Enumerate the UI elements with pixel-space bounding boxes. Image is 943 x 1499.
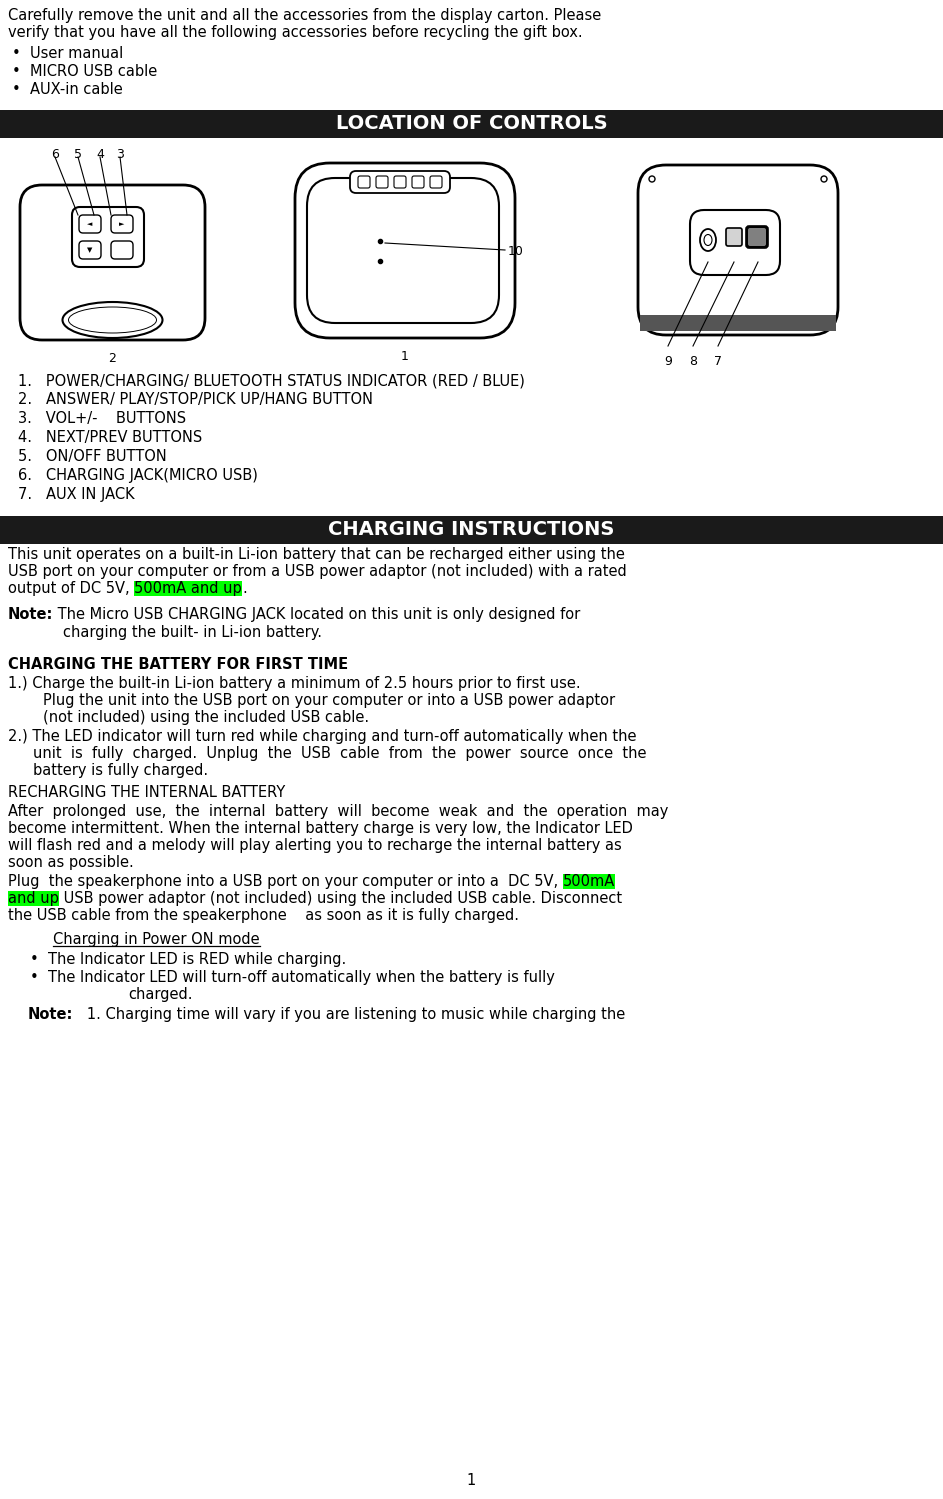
Text: •: • [30, 952, 39, 967]
FancyBboxPatch shape [394, 175, 406, 187]
FancyBboxPatch shape [79, 214, 101, 232]
Text: User manual: User manual [30, 46, 124, 61]
FancyBboxPatch shape [638, 165, 838, 334]
FancyBboxPatch shape [376, 175, 388, 187]
Text: CHARGING INSTRUCTIONS: CHARGING INSTRUCTIONS [328, 520, 615, 540]
Text: •: • [12, 46, 21, 61]
FancyBboxPatch shape [412, 175, 424, 187]
Text: 3: 3 [116, 148, 124, 160]
Text: 500mA: 500mA [563, 874, 615, 889]
Text: 1. Charging time will vary if you are listening to music while charging the: 1. Charging time will vary if you are li… [74, 1007, 625, 1022]
Text: USB power adaptor (not included) using the included USB cable. Disconnect: USB power adaptor (not included) using t… [58, 890, 622, 905]
Text: 6.   CHARGING JACK(MICRO USB): 6. CHARGING JACK(MICRO USB) [18, 468, 257, 483]
Text: 7: 7 [714, 355, 722, 367]
Text: This unit operates on a built-in Li-ion battery that can be recharged either usi: This unit operates on a built-in Li-ion … [8, 547, 625, 562]
FancyBboxPatch shape [690, 210, 780, 274]
Text: charging the built- in Li-ion battery.: charging the built- in Li-ion battery. [63, 625, 322, 640]
FancyBboxPatch shape [746, 226, 768, 247]
FancyBboxPatch shape [358, 175, 370, 187]
Text: ▼: ▼ [88, 247, 92, 253]
Text: verify that you have all the following accessories before recycling the gift box: verify that you have all the following a… [8, 25, 583, 40]
Text: LOCATION OF CONTROLS: LOCATION OF CONTROLS [336, 114, 607, 133]
Text: 2.   ANSWER/ PLAY/STOP/PICK UP/HANG BUTTON: 2. ANSWER/ PLAY/STOP/PICK UP/HANG BUTTON [18, 393, 373, 408]
Text: •: • [30, 970, 39, 985]
Text: 1.   POWER/CHARGING/ BLUETOOTH STATUS INDICATOR (RED / BLUE): 1. POWER/CHARGING/ BLUETOOTH STATUS INDI… [18, 373, 525, 388]
Text: 6: 6 [51, 148, 58, 160]
Text: The Indicator LED will turn-off automatically when the battery is fully: The Indicator LED will turn-off automati… [48, 970, 554, 985]
Text: 10: 10 [508, 244, 524, 258]
Bar [0, 109, 943, 138]
Text: The Indicator LED is RED while charging.: The Indicator LED is RED while charging. [48, 952, 346, 967]
Text: battery is fully charged.: battery is fully charged. [33, 763, 208, 778]
Text: 4.   NEXT/PREV BUTTONS: 4. NEXT/PREV BUTTONS [18, 430, 202, 445]
Text: USB port on your computer or from a USB power adaptor (not included) with a rate: USB port on your computer or from a USB … [8, 564, 627, 579]
FancyBboxPatch shape [307, 178, 499, 322]
FancyBboxPatch shape [79, 241, 101, 259]
FancyBboxPatch shape [430, 175, 442, 187]
Text: 7.   AUX IN JACK: 7. AUX IN JACK [18, 487, 135, 502]
Text: 2: 2 [108, 352, 116, 364]
Ellipse shape [704, 234, 712, 246]
FancyBboxPatch shape [111, 241, 133, 259]
Ellipse shape [649, 318, 655, 324]
Text: ►: ► [120, 220, 124, 226]
Text: 500mA and up: 500mA and up [134, 582, 242, 597]
Text: the USB cable from the speakerphone    as soon as it is fully charged.: the USB cable from the speakerphone as s… [8, 908, 519, 923]
Text: Note:: Note: [8, 607, 54, 622]
FancyBboxPatch shape [111, 214, 133, 232]
Bar [0, 516, 943, 544]
Text: 3.   VOL+/-    BUTTONS: 3. VOL+/- BUTTONS [18, 411, 186, 426]
Text: .: . [242, 582, 247, 597]
Text: (not included) using the included USB cable.: (not included) using the included USB ca… [43, 711, 369, 726]
Ellipse shape [700, 229, 716, 250]
Text: Plug the unit into the USB port on your computer or into a USB power adaptor: Plug the unit into the USB port on your … [43, 693, 615, 708]
Text: charged.: charged. [128, 986, 192, 1001]
Text: RECHARGING THE INTERNAL BATTERY: RECHARGING THE INTERNAL BATTERY [8, 785, 285, 800]
Ellipse shape [62, 301, 162, 337]
FancyBboxPatch shape [748, 228, 766, 246]
Text: become intermittent. When the internal battery charge is very low, the Indicator: become intermittent. When the internal b… [8, 821, 633, 836]
Text: Carefully remove the unit and all the accessories from the display carton. Pleas: Carefully remove the unit and all the ac… [8, 7, 602, 22]
Text: soon as possible.: soon as possible. [8, 854, 134, 869]
Text: 9: 9 [664, 355, 672, 367]
FancyBboxPatch shape [20, 184, 205, 340]
Text: •: • [12, 82, 21, 97]
Text: output of DC 5V,: output of DC 5V, [8, 582, 134, 597]
Text: unit  is  fully  charged.  Unplug  the  USB  cable  from  the  power  source  on: unit is fully charged. Unplug the USB ca… [33, 747, 647, 761]
Text: ◄: ◄ [88, 220, 92, 226]
Text: 1.) Charge the built-in Li-ion battery a minimum of 2.5 hours prior to first use: 1.) Charge the built-in Li-ion battery a… [8, 676, 581, 691]
Bar [134, 582, 242, 597]
Text: CHARGING THE BATTERY FOR FIRST TIME: CHARGING THE BATTERY FOR FIRST TIME [8, 657, 348, 672]
Bar [640, 315, 836, 331]
FancyBboxPatch shape [350, 171, 450, 193]
Text: Charging in Power ON mode: Charging in Power ON mode [53, 932, 259, 947]
Text: 1: 1 [467, 1474, 476, 1489]
Ellipse shape [821, 318, 827, 324]
Text: MICRO USB cable: MICRO USB cable [30, 64, 157, 79]
Text: 8: 8 [689, 355, 697, 367]
Text: •: • [12, 64, 21, 79]
Text: 5.   ON/OFF BUTTON: 5. ON/OFF BUTTON [18, 450, 167, 465]
Text: 2.) The LED indicator will turn red while charging and turn-off automatically wh: 2.) The LED indicator will turn red whil… [8, 729, 637, 744]
FancyBboxPatch shape [726, 228, 742, 246]
Text: The Micro USB CHARGING JACK located on this unit is only designed for: The Micro USB CHARGING JACK located on t… [54, 607, 581, 622]
FancyBboxPatch shape [295, 163, 515, 337]
Text: 4: 4 [96, 148, 104, 160]
Text: 1: 1 [401, 349, 409, 363]
Bar [563, 874, 615, 889]
Text: Note:: Note: [28, 1007, 74, 1022]
Text: will flash red and a melody will play alerting you to recharge the internal batt: will flash red and a melody will play al… [8, 838, 621, 853]
Text: 5: 5 [74, 148, 82, 160]
Text: Plug  the speakerphone into a USB port on your computer or into a  DC 5V,: Plug the speakerphone into a USB port on… [8, 874, 563, 889]
Text: AUX-in cable: AUX-in cable [30, 82, 123, 97]
Ellipse shape [821, 175, 827, 181]
Ellipse shape [649, 175, 655, 181]
FancyBboxPatch shape [72, 207, 144, 267]
Text: After  prolonged  use,  the  internal  battery  will  become  weak  and  the  op: After prolonged use, the internal batter… [8, 803, 669, 818]
Bar [8, 890, 58, 905]
Text: and up: and up [8, 890, 58, 905]
